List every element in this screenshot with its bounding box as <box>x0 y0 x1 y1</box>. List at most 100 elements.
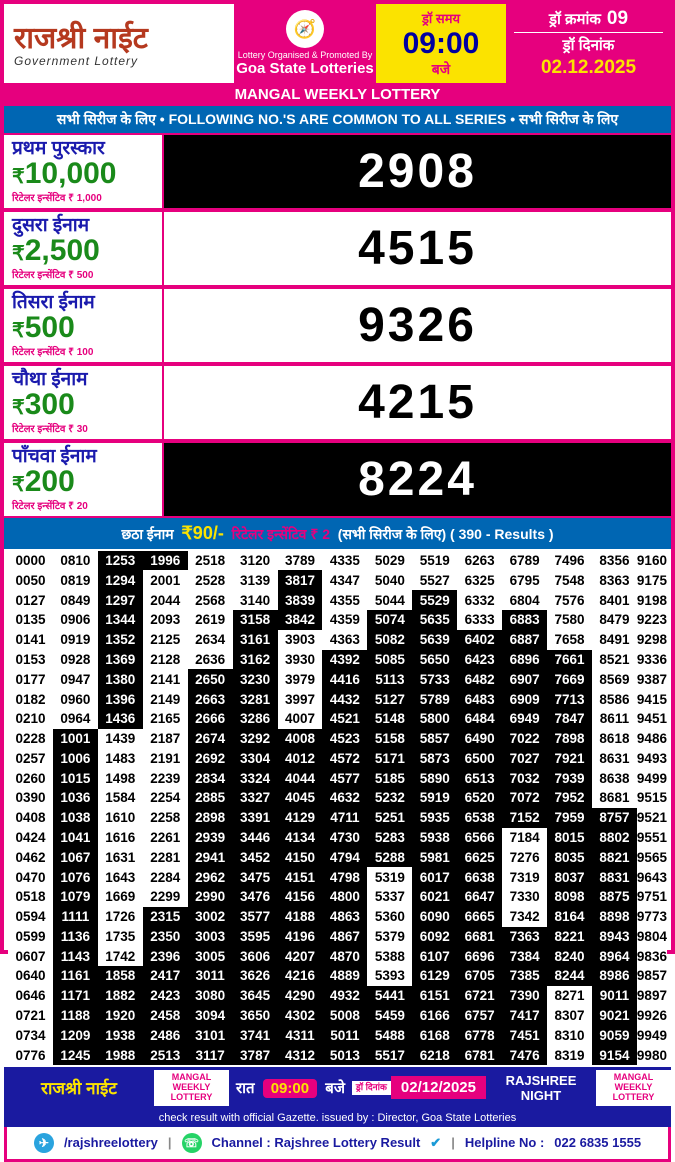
grid-cell: 7713 <box>547 689 592 709</box>
grid-cell: 7580 <box>547 610 592 630</box>
telegram-handle[interactable]: /rajshreelottery <box>64 1135 158 1150</box>
grid-cell: 5935 <box>412 808 457 828</box>
grid-cell: 2258 <box>143 808 188 828</box>
grid-cell: 5232 <box>367 788 412 808</box>
grid-cell: 1996 <box>143 551 188 571</box>
grid-cell: 0257 <box>8 749 53 769</box>
grid-cell: 1988 <box>98 1045 143 1065</box>
grid-cell: 4335 <box>322 551 367 571</box>
grid-cell: 6625 <box>457 847 502 867</box>
grid-cell: 6638 <box>457 867 502 887</box>
prize-row: दुसरा ईनाम ₹2,500 रिटेलर इन्सेंटिव ₹ 500… <box>4 210 671 287</box>
grid-cell: 9565 <box>637 847 667 867</box>
grid-cell: 4867 <box>322 927 367 947</box>
grid-row: 0734 1209 1938 2486 3101 3741 4311 5011 5488 6168… <box>8 1025 667 1045</box>
grid-cell: 2125 <box>143 630 188 650</box>
grid-cell: 3595 <box>233 927 278 947</box>
grid-cell: 0000 <box>8 551 53 571</box>
grid-cell: 2299 <box>143 887 188 907</box>
footer-time-value: 09:00 <box>263 1079 317 1098</box>
grid-cell: 6107 <box>412 946 457 966</box>
grid-cell: 5008 <box>322 1006 367 1026</box>
grid-cell: 1498 <box>98 768 143 788</box>
grid-cell: 3842 <box>278 610 323 630</box>
grid-cell: 6681 <box>457 927 502 947</box>
prize-number-5: 8224 <box>164 443 671 516</box>
grid-cell: 8491 <box>592 630 637 650</box>
grid-cell: 1001 <box>53 729 98 749</box>
grid-row: 0000 0810 1253 1996 2518 3120 3789 4335 5029 5519… <box>8 551 667 571</box>
footer-draw-date-label: ड्रॉ दिनांक <box>352 1081 391 1095</box>
grid-cell: 8821 <box>592 847 637 867</box>
grid-cell: 5029 <box>367 551 412 571</box>
grid-cell: 3839 <box>278 590 323 610</box>
grid-cell: 2281 <box>143 847 188 867</box>
grid-cell: 5393 <box>367 966 412 986</box>
grid-cell: 8681 <box>592 788 637 808</box>
grid-row: 0177 0947 1380 2141 2650 3230 3979 4416 5113 5733… <box>8 669 667 689</box>
grid-cell: 5650 <box>412 650 457 670</box>
grid-cell: 3281 <box>233 689 278 709</box>
grid-cell: 5148 <box>367 709 412 729</box>
grid-cell: 2458 <box>143 1006 188 1026</box>
grid-cell: 6263 <box>457 551 502 571</box>
grid-cell: 7184 <box>502 828 547 848</box>
grid-cell: 9298 <box>637 630 667 650</box>
grid-cell: 6129 <box>412 966 457 986</box>
draw-time-value: 09:00 <box>403 27 480 60</box>
prize-amount-3: ₹500 <box>12 313 101 343</box>
grid-cell: 3327 <box>233 788 278 808</box>
grid-cell: 6757 <box>457 1006 502 1026</box>
grid-cell: 1858 <box>98 966 143 986</box>
grid-cell: 4863 <box>322 907 367 927</box>
grid-cell: 5890 <box>412 768 457 788</box>
grid-cell: 6795 <box>502 570 547 590</box>
grid-cell: 1483 <box>98 749 143 769</box>
grid-cell: 5288 <box>367 847 412 867</box>
goa-emblem-icon: 🧭 <box>286 10 324 48</box>
grid-row: 0408 1038 1610 2258 2898 3391 4129 4711 5251 5935… <box>8 808 667 828</box>
grid-cell: 1161 <box>53 966 98 986</box>
whatsapp-channel-text[interactable]: Channel : Rajshree Lottery Result <box>212 1135 421 1150</box>
grid-cell: 9515 <box>637 788 667 808</box>
grid-cell: 9154 <box>592 1045 637 1065</box>
grid-row: 0594 1111 1726 2315 3002 3577 4188 4863 5360 6090… <box>8 907 667 927</box>
grid-row: 0462 1067 1631 2281 2941 3452 4150 4794 5288 5981… <box>8 847 667 867</box>
grid-cell: 3080 <box>188 986 233 1006</box>
grid-cell: 0721 <box>8 1006 53 1026</box>
grid-cell: 2898 <box>188 808 233 828</box>
grid-cell: 6090 <box>412 907 457 927</box>
grid-cell: 6332 <box>457 590 502 610</box>
grid-cell: 5013 <box>322 1045 367 1065</box>
prize-label-1: प्रथम पुरस्कार <box>12 139 111 159</box>
grid-cell: 7417 <box>502 1006 547 1026</box>
grid-cell: 1006 <box>53 749 98 769</box>
grid-cell: 5388 <box>367 946 412 966</box>
telegram-icon[interactable]: ✈ <box>34 1133 54 1153</box>
grid-cell: 1726 <box>98 907 143 927</box>
whatsapp-icon[interactable]: ☏ <box>182 1133 202 1153</box>
footer-tag-1: MANGAL WEEKLY LOTTERY <box>154 1070 229 1106</box>
grid-row: 0424 1041 1616 2261 2939 3446 4134 4730 5283 5938… <box>8 828 667 848</box>
org-promo-box: 🧭 Lottery Organised & Promoted By Goa St… <box>234 4 376 83</box>
prize-label-4: चौथा ईनाम <box>12 370 87 390</box>
draw-time-label: ड्रॉ समय <box>422 9 460 27</box>
grid-cell: 5639 <box>412 630 457 650</box>
prize-incentive-5: रिटेलर इन्सेंटिव ₹ 20 <box>12 498 103 512</box>
grid-cell: 5919 <box>412 788 457 808</box>
grid-row: 0640 1161 1858 2417 3011 3626 4216 4889 5393 6129… <box>8 966 667 986</box>
grid-cell: 4188 <box>278 907 323 927</box>
grid-cell: 0260 <box>8 768 53 788</box>
grid-cell: 5360 <box>367 907 412 927</box>
number-grid-table: 0000 0810 1253 1996 2518 3120 3789 4335 5029 5519… <box>8 551 667 1065</box>
grid-cell: 3789 <box>278 551 323 571</box>
grid-cell: 0141 <box>8 630 53 650</box>
prize-amount-5: ₹200 <box>12 467 103 497</box>
grid-cell: 3101 <box>188 1025 233 1045</box>
grid-row: 0141 0919 1352 2125 2634 3161 3903 4363 5082 5639… <box>8 630 667 650</box>
grid-cell: 1396 <box>98 689 143 709</box>
grid-cell: 0819 <box>53 570 98 590</box>
helpline-number[interactable]: 022 6835 1555 <box>554 1135 641 1150</box>
grid-cell: 5527 <box>412 570 457 590</box>
grid-cell: 9415 <box>637 689 667 709</box>
